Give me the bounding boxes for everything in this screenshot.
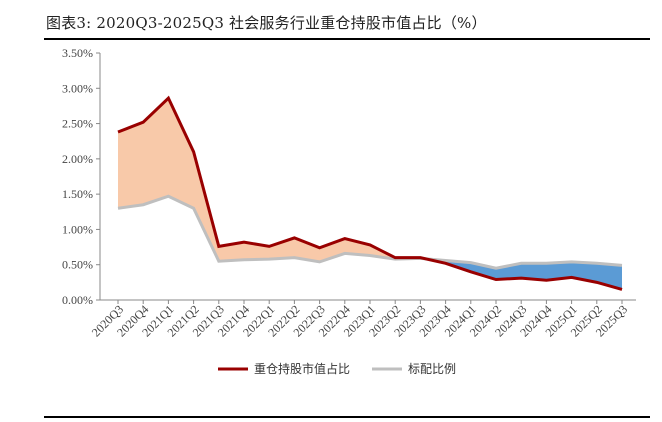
chart-title: 图表3: 2020Q3-2025Q3 社会服务行业重仓持股市值占比（%） xyxy=(46,14,487,32)
y-tick-label: 2.50% xyxy=(62,117,93,131)
y-tick-label: 0.00% xyxy=(62,293,93,307)
legend-holding-label: 重仓持股市值占比 xyxy=(254,361,350,376)
series-lines xyxy=(117,95,623,291)
y-tick-label: 0.50% xyxy=(62,258,93,272)
y-tick-label: 2.00% xyxy=(62,152,93,166)
legend: 重仓持股市值占比 标配比例 xyxy=(218,361,456,376)
y-tick-label: 3.50% xyxy=(62,46,93,60)
holding-series-line xyxy=(117,95,623,291)
benchmark-series-line xyxy=(117,194,623,270)
title-rule xyxy=(44,38,650,40)
underweight-area xyxy=(425,258,622,290)
difference-fills xyxy=(118,98,622,290)
y-tick-label: 1.50% xyxy=(62,187,93,201)
footer-rule xyxy=(44,416,650,418)
y-tick-label: 3.00% xyxy=(62,81,93,95)
overweight-area xyxy=(118,98,426,262)
legend-benchmark-label: 标配比例 xyxy=(408,362,456,376)
y-tick-label: 1.00% xyxy=(62,222,93,236)
